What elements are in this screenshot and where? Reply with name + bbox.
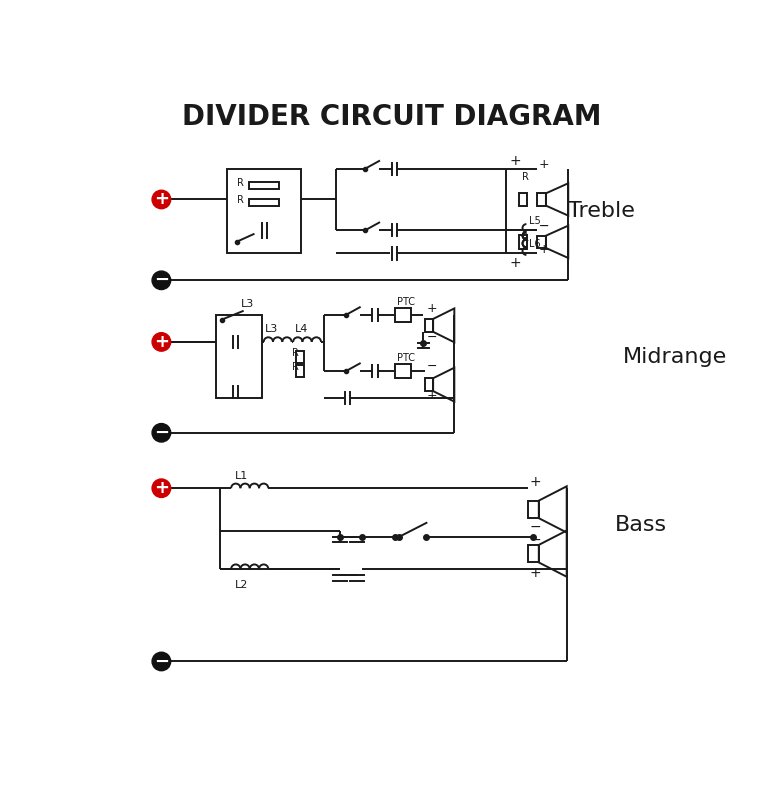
Bar <box>528 501 539 518</box>
Circle shape <box>152 652 170 671</box>
Text: Midrange: Midrange <box>623 346 727 366</box>
Text: −: − <box>539 220 549 233</box>
Text: R: R <box>522 233 529 244</box>
Text: +: + <box>510 256 521 270</box>
Text: +: + <box>529 475 541 489</box>
Bar <box>425 319 433 332</box>
Text: −: − <box>529 520 541 534</box>
Text: +: + <box>426 388 437 401</box>
Text: L3: L3 <box>265 324 278 334</box>
Text: L5: L5 <box>529 216 541 225</box>
Circle shape <box>152 479 170 498</box>
Bar <box>396 308 411 322</box>
Bar <box>396 365 411 378</box>
Bar <box>227 169 301 253</box>
Text: Bass: Bass <box>615 515 667 535</box>
Bar <box>215 315 262 398</box>
Text: −: − <box>529 533 541 547</box>
Text: +: + <box>539 158 549 171</box>
Circle shape <box>152 190 170 209</box>
Text: L1: L1 <box>235 470 248 481</box>
Bar <box>296 351 304 364</box>
Circle shape <box>152 271 170 290</box>
Text: Treble: Treble <box>568 201 635 221</box>
Text: −: − <box>154 423 169 442</box>
Text: +: + <box>426 302 437 315</box>
Text: R: R <box>237 178 244 188</box>
Text: −: − <box>426 360 437 373</box>
Text: L2: L2 <box>235 579 248 590</box>
Text: R: R <box>237 195 244 205</box>
Bar <box>520 235 527 248</box>
Text: −: − <box>539 220 549 233</box>
Text: +: + <box>154 333 169 351</box>
Text: +: + <box>529 566 541 580</box>
Text: +: + <box>539 243 549 256</box>
Bar <box>537 236 546 248</box>
Bar <box>296 365 304 377</box>
Text: +: + <box>154 479 169 498</box>
Circle shape <box>152 333 170 351</box>
Text: −: − <box>426 331 437 344</box>
Bar <box>249 182 279 189</box>
Text: L6: L6 <box>529 239 541 248</box>
Text: R: R <box>522 172 529 181</box>
Bar <box>520 193 527 206</box>
Text: L4: L4 <box>295 324 308 334</box>
Text: −: − <box>154 271 169 289</box>
Text: R: R <box>292 362 299 372</box>
Text: +: + <box>154 190 169 209</box>
Circle shape <box>152 423 170 442</box>
Bar <box>249 199 279 206</box>
Text: +: + <box>510 154 521 168</box>
Text: DIVIDER CIRCUIT DIAGRAM: DIVIDER CIRCUIT DIAGRAM <box>182 103 601 131</box>
Text: PTC: PTC <box>397 297 415 307</box>
Text: PTC: PTC <box>397 353 415 364</box>
Bar <box>425 378 433 391</box>
Text: −: − <box>154 653 169 670</box>
Bar <box>528 545 539 563</box>
Text: R: R <box>292 348 299 358</box>
Text: L3: L3 <box>241 298 254 309</box>
Bar <box>537 193 546 205</box>
